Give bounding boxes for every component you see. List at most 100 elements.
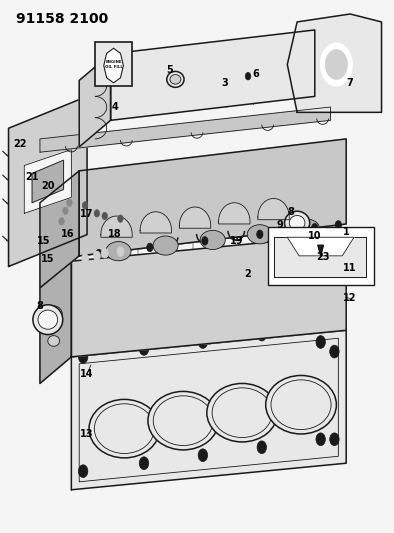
Text: 4: 4 <box>111 102 118 112</box>
Circle shape <box>304 200 310 207</box>
Text: 17: 17 <box>80 209 94 220</box>
Text: 3: 3 <box>221 78 228 88</box>
Circle shape <box>312 223 318 232</box>
Text: 1: 1 <box>343 227 349 237</box>
Circle shape <box>257 441 266 454</box>
FancyBboxPatch shape <box>95 42 132 86</box>
Text: 16: 16 <box>61 229 74 239</box>
Text: 23: 23 <box>316 252 329 262</box>
Polygon shape <box>40 261 71 383</box>
Ellipse shape <box>48 336 59 346</box>
Text: 91158 2100: 91158 2100 <box>17 12 109 27</box>
Text: 6: 6 <box>253 69 259 79</box>
Polygon shape <box>179 207 211 228</box>
Circle shape <box>249 205 255 213</box>
Text: 8: 8 <box>37 301 43 311</box>
Ellipse shape <box>247 225 272 244</box>
Ellipse shape <box>266 375 336 434</box>
Ellipse shape <box>289 215 305 230</box>
Circle shape <box>59 217 64 225</box>
Circle shape <box>108 219 113 227</box>
Polygon shape <box>40 107 331 152</box>
Text: 14: 14 <box>80 369 94 379</box>
Polygon shape <box>287 237 354 256</box>
Text: 15: 15 <box>41 254 54 263</box>
Circle shape <box>321 43 352 86</box>
Circle shape <box>63 207 68 214</box>
Circle shape <box>136 216 141 224</box>
Polygon shape <box>258 198 289 220</box>
Ellipse shape <box>33 305 63 335</box>
Circle shape <box>118 215 123 222</box>
Text: 15: 15 <box>37 236 51 246</box>
Text: 8: 8 <box>288 207 295 217</box>
Text: 2: 2 <box>245 270 251 279</box>
Circle shape <box>222 208 227 215</box>
Circle shape <box>78 351 88 364</box>
Text: 19: 19 <box>230 236 243 246</box>
Circle shape <box>67 199 72 206</box>
Circle shape <box>316 433 325 446</box>
Ellipse shape <box>153 236 178 255</box>
Circle shape <box>93 251 100 261</box>
Ellipse shape <box>45 306 62 323</box>
Polygon shape <box>287 14 381 112</box>
Circle shape <box>139 343 149 356</box>
Text: 7: 7 <box>347 78 353 88</box>
Circle shape <box>101 248 108 258</box>
Ellipse shape <box>106 241 131 261</box>
Ellipse shape <box>170 75 181 84</box>
Circle shape <box>316 336 325 349</box>
Ellipse shape <box>207 383 277 442</box>
Text: 22: 22 <box>13 139 27 149</box>
Polygon shape <box>9 96 87 266</box>
Ellipse shape <box>200 230 225 249</box>
Circle shape <box>198 449 208 462</box>
Circle shape <box>198 336 208 349</box>
Ellipse shape <box>89 399 160 458</box>
Polygon shape <box>32 160 63 203</box>
Circle shape <box>257 328 266 341</box>
Text: 10: 10 <box>308 231 322 241</box>
Polygon shape <box>71 235 346 357</box>
Polygon shape <box>79 54 111 147</box>
Text: 20: 20 <box>41 181 54 191</box>
Polygon shape <box>318 245 323 256</box>
Circle shape <box>325 50 348 79</box>
Circle shape <box>163 214 168 221</box>
Ellipse shape <box>38 310 58 329</box>
Text: ENGINE
OIL FILL: ENGINE OIL FILL <box>105 60 123 69</box>
Circle shape <box>330 433 339 446</box>
Ellipse shape <box>284 211 310 235</box>
Polygon shape <box>40 171 79 288</box>
Circle shape <box>190 211 196 219</box>
Circle shape <box>277 203 282 210</box>
Text: 5: 5 <box>166 65 173 75</box>
Polygon shape <box>219 203 250 224</box>
Text: 11: 11 <box>343 263 357 272</box>
Circle shape <box>335 221 342 229</box>
Polygon shape <box>79 139 346 256</box>
Circle shape <box>202 237 208 245</box>
Circle shape <box>102 212 108 220</box>
Circle shape <box>82 254 89 263</box>
Text: 18: 18 <box>108 229 121 239</box>
Circle shape <box>256 230 263 239</box>
Circle shape <box>94 209 100 217</box>
Text: 12: 12 <box>343 293 357 303</box>
Ellipse shape <box>148 391 219 450</box>
Polygon shape <box>111 30 315 120</box>
Ellipse shape <box>294 219 320 238</box>
Circle shape <box>82 201 88 209</box>
Text: 21: 21 <box>25 172 39 182</box>
Polygon shape <box>273 237 366 277</box>
Circle shape <box>96 249 102 258</box>
Circle shape <box>117 247 124 256</box>
Polygon shape <box>140 212 171 233</box>
Circle shape <box>147 243 153 252</box>
Circle shape <box>139 457 149 470</box>
FancyBboxPatch shape <box>268 227 374 285</box>
Polygon shape <box>71 330 346 490</box>
Polygon shape <box>104 49 123 83</box>
Ellipse shape <box>167 71 184 87</box>
